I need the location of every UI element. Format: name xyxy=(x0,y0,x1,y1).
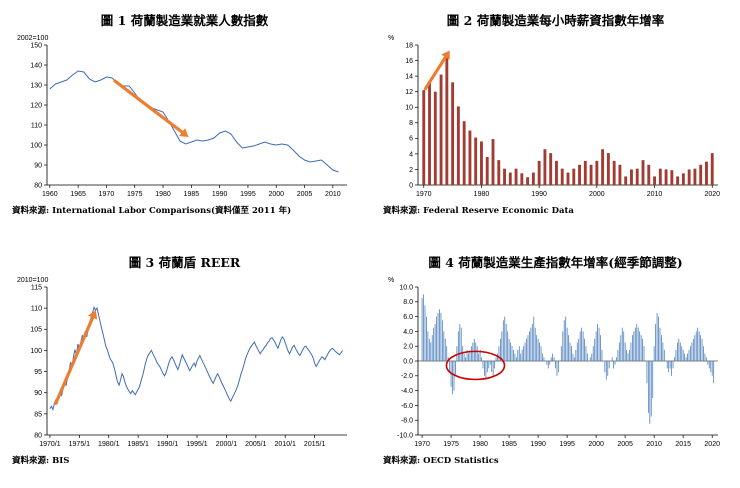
svg-text:90: 90 xyxy=(34,390,42,397)
svg-text:2005/1: 2005/1 xyxy=(245,441,267,448)
figure-4-source: 資料來源: OECD Statistics xyxy=(383,456,499,466)
svg-text:105: 105 xyxy=(30,327,42,334)
svg-text:2002=100: 2002=100 xyxy=(17,35,48,42)
svg-text:1980/1: 1980/1 xyxy=(98,441,120,448)
svg-text:110: 110 xyxy=(30,122,41,129)
svg-text:1980: 1980 xyxy=(473,191,489,198)
svg-text:2000: 2000 xyxy=(589,191,605,198)
svg-text:1995: 1995 xyxy=(240,191,256,198)
svg-text:1970: 1970 xyxy=(98,191,114,198)
svg-text:2.0: 2.0 xyxy=(403,344,413,351)
figure-1-title: 圖 1 荷蘭製造業就業人數指數 xyxy=(100,13,269,28)
svg-text:2: 2 xyxy=(409,167,413,174)
svg-text:1990: 1990 xyxy=(531,191,547,198)
svg-text:14: 14 xyxy=(405,74,413,81)
svg-text:1985: 1985 xyxy=(183,191,199,198)
svg-text:1995: 1995 xyxy=(559,441,575,448)
svg-text:95: 95 xyxy=(34,369,42,376)
svg-text:-4.0: -4.0 xyxy=(400,388,412,395)
figure-2-chart: 0 2 4 6 8 10 12 14 16 18 1970 1980 1990 2000 2010 2020% xyxy=(388,35,720,198)
svg-text:2010/1: 2010/1 xyxy=(274,441,296,448)
svg-text:8.0: 8.0 xyxy=(403,299,413,306)
svg-text:1990: 1990 xyxy=(530,441,546,448)
figure-1-chart: 80 90 100 110 120 130 140 150 1960 1965 1970 1975 19… xyxy=(17,35,347,198)
svg-text:2000: 2000 xyxy=(268,191,284,198)
svg-text:-6.0: -6.0 xyxy=(400,403,412,410)
svg-text:1965: 1965 xyxy=(70,191,86,198)
svg-text:4: 4 xyxy=(409,151,413,158)
svg-text:2000/1: 2000/1 xyxy=(215,441,237,448)
svg-text:0.0: 0.0 xyxy=(403,358,413,365)
figure-3-title: 圖 3 荷蘭盾 REER xyxy=(128,255,241,270)
svg-text:1975: 1975 xyxy=(126,191,142,198)
svg-text:2020: 2020 xyxy=(704,191,720,198)
svg-text:80: 80 xyxy=(34,432,42,439)
svg-text:1970: 1970 xyxy=(414,441,430,448)
svg-text:130: 130 xyxy=(30,82,42,89)
figure-4-chart: -10.0 -8.0 -6.0 -4.0 -2.0 0.0 2.0 4.0 6.0 8.0 10.0… xyxy=(388,277,720,448)
svg-text:1980: 1980 xyxy=(472,441,488,448)
svg-text:1975/1: 1975/1 xyxy=(68,441,90,448)
svg-text:1970: 1970 xyxy=(415,191,431,198)
svg-text:2020: 2020 xyxy=(704,441,720,448)
svg-text:-8.0: -8.0 xyxy=(400,418,412,425)
svg-text:2015: 2015 xyxy=(675,441,691,448)
svg-text:1970/1: 1970/1 xyxy=(39,441,61,448)
svg-text:2015/1: 2015/1 xyxy=(303,441,325,448)
svg-text:6.0: 6.0 xyxy=(403,314,413,321)
figure-1-panel: 圖 1 荷蘭製造業就業人數指數 80 90 100 110 120 130 140 150 19… xyxy=(10,4,359,244)
svg-text:1960: 1960 xyxy=(42,191,58,198)
svg-text:0: 0 xyxy=(409,182,413,189)
svg-text:8: 8 xyxy=(409,120,413,127)
figure-4-panel: 圖 4 荷蘭製造業生產指數年增率(經季節調整) -10.0 -8.0 -6.0 -4.… xyxy=(381,246,730,486)
svg-text:2000: 2000 xyxy=(588,441,604,448)
figure-2-source: 資料來源: Federal Reserve Economic Data xyxy=(383,206,574,216)
svg-text:140: 140 xyxy=(30,62,42,69)
svg-text:80: 80 xyxy=(34,182,42,189)
svg-text:-10.0: -10.0 xyxy=(397,432,413,439)
svg-text:1995/1: 1995/1 xyxy=(186,441,208,448)
svg-text:6: 6 xyxy=(409,136,413,143)
svg-text:115: 115 xyxy=(30,284,41,291)
svg-text:%: % xyxy=(388,277,394,284)
svg-text:10: 10 xyxy=(405,105,413,112)
figure-2-panel: 圖 2 荷蘭製造業每小時薪資指數年增率 0 2 4 6 8 10 12 14 16 18 1970 1… xyxy=(381,4,730,244)
svg-text:2010: 2010 xyxy=(646,441,662,448)
figure-3-panel: 圖 3 荷蘭盾 REER 80 85 90 95 100 105 110 115 1970/1 1… xyxy=(10,246,359,486)
svg-text:16: 16 xyxy=(405,58,413,65)
figure-3-source: 資料來源: BIS xyxy=(12,456,70,466)
svg-text:1990/1: 1990/1 xyxy=(156,441,178,448)
figure-1-source: 資料來源: International Labor Comparisons(資料… xyxy=(12,206,292,216)
svg-text:90: 90 xyxy=(34,162,42,169)
svg-text:1985/1: 1985/1 xyxy=(127,441,149,448)
svg-text:2010=100: 2010=100 xyxy=(17,277,48,284)
svg-text:-2.0: -2.0 xyxy=(400,373,412,380)
svg-text:110: 110 xyxy=(30,306,41,313)
svg-text:1980: 1980 xyxy=(155,191,171,198)
svg-text:2005: 2005 xyxy=(617,441,633,448)
svg-text:4.0: 4.0 xyxy=(403,329,413,336)
svg-text:120: 120 xyxy=(30,102,42,109)
figure-3-chart: 80 85 90 95 100 105 110 115 1970/1 1975/1 1980/1 19… xyxy=(17,277,347,448)
svg-text:2010: 2010 xyxy=(646,191,662,198)
svg-text:150: 150 xyxy=(30,42,42,49)
figure-4-title: 圖 4 荷蘭製造業生產指數年增率(經季節調整) xyxy=(428,255,683,270)
svg-text:2005: 2005 xyxy=(296,191,312,198)
svg-text:100: 100 xyxy=(30,348,42,355)
svg-text:10.0: 10.0 xyxy=(399,284,413,291)
svg-text:1985: 1985 xyxy=(501,441,517,448)
svg-text:1975: 1975 xyxy=(443,441,459,448)
svg-text:100: 100 xyxy=(30,142,42,149)
svg-text:%: % xyxy=(388,35,394,42)
svg-text:2010: 2010 xyxy=(325,191,341,198)
svg-text:1990: 1990 xyxy=(211,191,227,198)
svg-text:18: 18 xyxy=(405,42,413,49)
figure-2-title: 圖 2 荷蘭製造業每小時薪資指數年增率 xyxy=(446,13,665,28)
svg-text:12: 12 xyxy=(405,89,413,96)
svg-text:85: 85 xyxy=(34,411,42,418)
